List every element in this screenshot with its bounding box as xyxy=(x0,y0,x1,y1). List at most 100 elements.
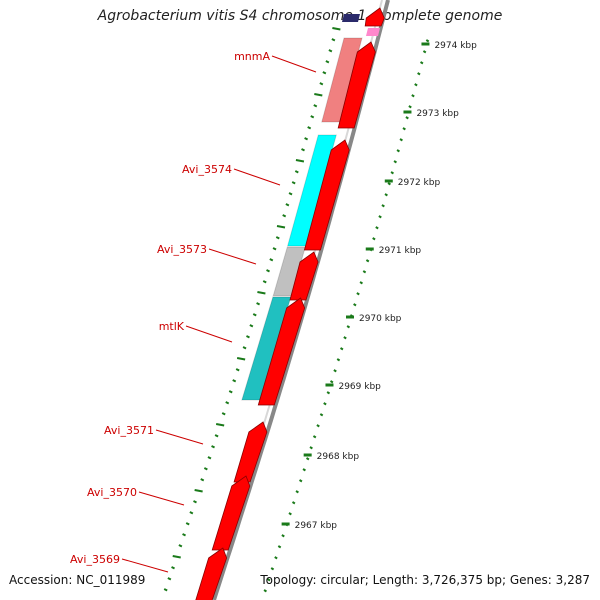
summary-text: Topology: circular; Length: 3,726,375 bp… xyxy=(260,573,590,587)
outer-tick xyxy=(211,445,215,449)
ruler-tick-label: 2973 kbp xyxy=(416,109,459,119)
outer-tick xyxy=(269,258,274,262)
outer-tick xyxy=(163,588,168,592)
ruler-minor-tick xyxy=(353,303,357,307)
ruler-minor-tick xyxy=(302,468,306,472)
gene-label: mtlK xyxy=(159,320,185,333)
outer-tick xyxy=(189,511,194,515)
ruler-minor-tick xyxy=(333,369,337,373)
outer-tick xyxy=(249,324,254,328)
ruler-tick-label: 2967 kbp xyxy=(295,521,338,531)
ruler-minor-tick xyxy=(305,457,310,461)
outer-tick xyxy=(319,82,324,86)
outer-tick xyxy=(325,60,330,64)
outer-tick-track xyxy=(163,27,341,592)
ruler-minor-tick xyxy=(336,358,341,362)
cds-arrow-track xyxy=(195,7,385,600)
gene-label: Avi_3570 xyxy=(87,486,137,499)
outer-tick xyxy=(207,456,212,460)
outer-tick xyxy=(282,214,287,218)
ruler-minor-tick xyxy=(396,149,400,153)
outer-tick xyxy=(295,159,305,163)
gene-leader-line xyxy=(138,491,185,506)
outer-tick xyxy=(178,544,183,548)
outer-tick xyxy=(182,533,186,537)
cds-arrow xyxy=(289,251,319,301)
gene-label-layer: mnmA Avi_3574 Avi_3573 mtlK Avi_3571 Avi_3570… xyxy=(70,50,317,573)
ruler-minor-tick xyxy=(402,127,406,131)
ruler-minor-tick xyxy=(340,347,344,351)
ruler-label-layer: 2974 kbp 2973 kbp 2972 kbp 2971 kbp 2970 kbp… xyxy=(295,41,478,531)
ruler-minor-tick xyxy=(372,237,376,241)
ruler-minor-tick xyxy=(411,94,415,98)
ruler-minor-tick xyxy=(281,534,285,538)
ruler-minor-tick xyxy=(295,490,299,494)
outer-tick xyxy=(313,104,318,108)
ruler-minor-tick xyxy=(390,171,394,175)
ruler-minor-tick xyxy=(309,446,313,450)
outer-tick xyxy=(275,236,280,240)
cds-arrow xyxy=(364,7,385,27)
outer-tick xyxy=(225,401,230,405)
cds-arrow xyxy=(303,139,350,251)
outer-tick xyxy=(257,291,266,295)
ruler-minor-tick xyxy=(316,424,320,428)
gene-label: Avi_3571 xyxy=(104,424,154,437)
accession-text: Accession: NC_011989 xyxy=(9,573,146,587)
outer-tick xyxy=(215,423,225,427)
outer-tick xyxy=(221,412,226,416)
ruler-minor-tick xyxy=(326,391,331,395)
outer-tick xyxy=(172,555,181,559)
ruler-minor-tick xyxy=(414,83,418,87)
outer-tick xyxy=(228,390,233,394)
ruler-minor-tick xyxy=(267,578,271,582)
cds-arrow xyxy=(257,297,306,406)
feature-block-top-pink xyxy=(366,28,380,36)
ruler-minor-tick xyxy=(387,182,391,186)
outer-tick xyxy=(328,49,333,53)
outer-tick xyxy=(252,313,257,317)
ruler-tick-label: 2974 kbp xyxy=(434,41,477,51)
ruler-minor-tick xyxy=(274,556,278,560)
ruler-tick-label: 2971 kbp xyxy=(379,246,422,256)
outer-tick xyxy=(285,203,290,207)
ruler-minor-tick xyxy=(393,160,397,164)
ruler-minor-tick xyxy=(405,116,409,120)
outer-tick xyxy=(235,368,240,372)
ruler-minor-tick xyxy=(270,567,275,571)
ruler-minor-tick xyxy=(288,512,292,516)
outer-tick xyxy=(262,280,267,284)
ruler-minor-tick xyxy=(425,39,430,43)
gene-label: Avi_3574 xyxy=(182,163,232,176)
ruler-tick-label: 2970 kbp xyxy=(359,314,402,324)
outer-tick xyxy=(332,27,341,31)
gene-leader-line xyxy=(208,248,257,265)
outer-tick xyxy=(272,247,277,251)
ruler-minor-tick xyxy=(365,259,370,263)
outer-tick xyxy=(301,148,305,152)
outer-tick xyxy=(200,478,205,482)
ruler-minor-tick xyxy=(375,226,379,230)
outer-tick xyxy=(322,71,327,75)
ruler-minor-tick xyxy=(362,270,367,274)
outer-tick xyxy=(331,38,336,42)
ruler-minor-tick xyxy=(319,413,324,417)
outer-tick xyxy=(171,566,175,570)
outer-tick xyxy=(203,467,208,471)
outer-tick xyxy=(288,192,293,196)
outer-tick xyxy=(314,93,323,97)
ruler-minor-tick xyxy=(346,325,351,329)
cds-arrow xyxy=(211,475,251,551)
ruler-minor-tick xyxy=(277,545,282,549)
outer-tick xyxy=(307,126,312,130)
ruler-minor-tick xyxy=(381,204,385,208)
gene-label: Avi_3573 xyxy=(157,243,207,256)
outer-tick xyxy=(236,357,246,361)
ruler-minor-tick xyxy=(356,292,360,296)
ruler-tick-track xyxy=(263,39,430,593)
ruler-tick-label: 2968 kbp xyxy=(317,452,360,462)
outer-tick xyxy=(256,302,261,306)
cds-arrow xyxy=(337,41,376,129)
outer-tick xyxy=(294,170,299,174)
